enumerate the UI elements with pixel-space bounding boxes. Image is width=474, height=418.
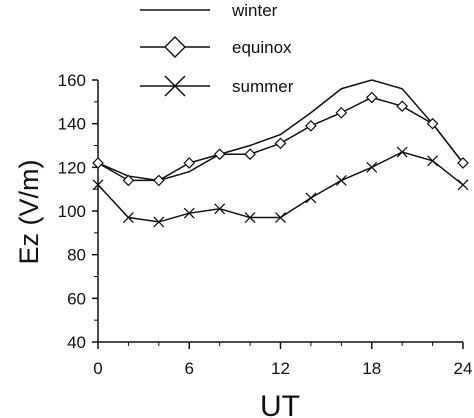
data-point-equinox — [365, 91, 378, 104]
series-line-summer — [97, 151, 464, 223]
legend-label-summer: summer — [232, 77, 294, 96]
data-point-equinox — [396, 100, 409, 113]
data-point-summer — [153, 216, 165, 228]
y-tick-label: 160 — [58, 71, 86, 90]
y-tick-label: 40 — [67, 333, 86, 352]
data-point-summer — [92, 179, 104, 191]
data-point-summer — [183, 207, 195, 219]
x-tick-label: 0 — [93, 359, 102, 378]
data-point-equinox — [213, 148, 226, 161]
data-point-summer — [457, 179, 469, 191]
legend-item-winter: winter — [140, 1, 278, 20]
legend-label-equinox: equinox — [232, 38, 292, 57]
x-tick-label: 12 — [271, 359, 290, 378]
data-point-summer — [366, 161, 378, 173]
data-point-equinox — [274, 137, 287, 150]
y-tick-label: 140 — [58, 115, 86, 134]
data-point-equinox — [92, 157, 104, 169]
series-summer — [92, 146, 469, 228]
x-axis-title: UT — [260, 390, 300, 418]
legend: winter equinox summer — [140, 1, 294, 97]
data-point-summer — [427, 155, 439, 167]
data-point-equinox — [152, 174, 165, 187]
y-tick-label: 80 — [67, 246, 86, 265]
legend-diamond-marker — [164, 36, 186, 58]
data-point-equinox — [244, 148, 256, 161]
data-point-equinox — [183, 157, 196, 169]
data-point-equinox — [457, 157, 469, 169]
axis-ticks: 40 60 80 100 120 140 160 0 6 12 18 24 — [58, 71, 473, 378]
x-tick-label: 18 — [362, 359, 381, 378]
series-equinox — [92, 91, 469, 187]
y-axis-title: Ez (V/m) — [14, 160, 44, 265]
data-point-summer — [122, 212, 134, 224]
data-point-summer — [244, 212, 256, 224]
y-tick-label: 120 — [58, 158, 86, 177]
data-point-equinox — [335, 106, 348, 119]
data-point-summer — [335, 174, 347, 186]
chart-axes — [97, 80, 463, 343]
data-point-summer — [275, 212, 286, 224]
data-point-equinox — [305, 120, 317, 132]
legend-item-equinox: equinox — [140, 36, 292, 58]
data-point-equinox — [426, 117, 439, 130]
y-tick-label: 60 — [67, 289, 86, 308]
legend-item-summer: summer — [140, 75, 294, 97]
data-point-summer — [305, 192, 317, 204]
y-tick-label: 100 — [58, 202, 86, 221]
data-point-summer — [396, 146, 408, 158]
data-point-equinox — [122, 174, 135, 187]
data-point-summer — [214, 203, 226, 215]
series-layer — [92, 79, 469, 228]
x-tick-label: 6 — [185, 359, 194, 378]
legend-x-marker — [164, 75, 186, 97]
x-tick-label: 24 — [454, 359, 473, 378]
legend-label-winter: winter — [231, 1, 278, 20]
